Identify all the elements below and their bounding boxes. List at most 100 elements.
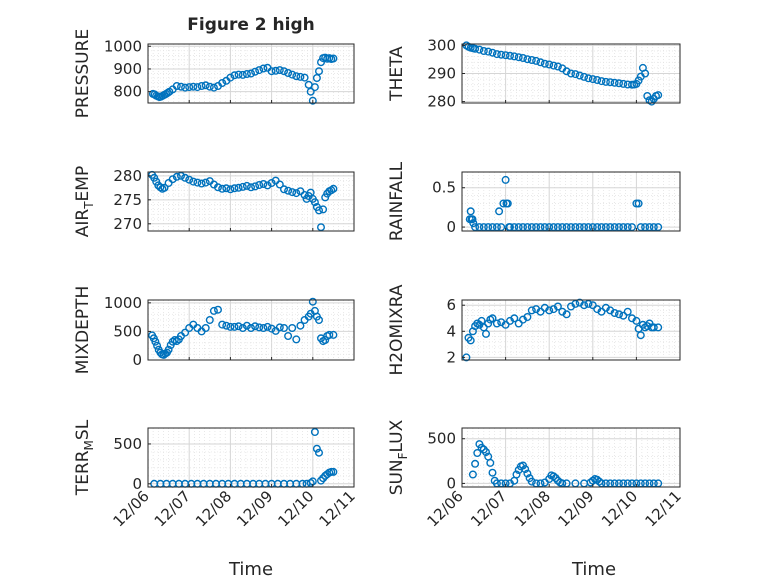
data-point: [284, 68, 293, 77]
y-tick-label: 1000: [104, 294, 142, 312]
y-axis-label: THETA: [387, 46, 407, 102]
data-point: [242, 321, 251, 330]
data-point: [523, 469, 532, 478]
data-point: [479, 47, 488, 56]
data-point: [226, 322, 235, 331]
data-point: [553, 223, 562, 232]
data-point: [308, 96, 317, 105]
y-tick-label: 1000: [104, 37, 142, 55]
data-point: [549, 472, 558, 481]
y-tick-label: 900: [113, 60, 142, 78]
data-point: [300, 73, 309, 82]
y-tick-label: 0.5: [432, 179, 456, 197]
data-point: [536, 307, 545, 316]
data-point: [315, 448, 324, 457]
data-point: [275, 180, 284, 189]
data-point: [466, 207, 475, 216]
data-point: [615, 223, 624, 232]
data-point: [312, 444, 321, 453]
data-point: [521, 465, 530, 474]
data-point: [580, 72, 589, 81]
data-point: [319, 474, 328, 483]
data-point: [255, 323, 264, 332]
data-point: [197, 81, 206, 90]
data-point: [201, 81, 210, 90]
data-point: [255, 66, 264, 75]
data-point: [185, 83, 194, 92]
figure-title: Figure 2 high: [187, 15, 315, 35]
data-point: [506, 223, 515, 232]
panel-rainfall: 0 0.5 RAINFALL: [387, 161, 681, 241]
y-tick-label: 300: [427, 36, 456, 54]
data-point: [238, 182, 247, 191]
data-point: [310, 198, 319, 207]
data-point: [271, 66, 280, 75]
data-point: [164, 345, 173, 354]
data-point: [242, 181, 251, 190]
data-point: [156, 183, 165, 192]
data-point: [263, 181, 272, 190]
data-point: [610, 309, 619, 318]
data-point: [218, 320, 227, 329]
data-point: [151, 337, 160, 346]
data-point: [492, 319, 501, 328]
data-point: [222, 321, 231, 330]
data-point: [181, 173, 190, 182]
panel-h2omixra: 2 4 6 H2OMIXRA: [387, 284, 681, 376]
data-point: [275, 66, 284, 75]
data-point: [549, 223, 558, 232]
data-point: [315, 316, 324, 325]
y-axis-label: TERRMSL: [73, 419, 96, 496]
data-point: [246, 69, 255, 78]
data-point: [251, 182, 260, 191]
data-point: [654, 223, 663, 232]
x-tick-label: 12/07: [151, 487, 194, 530]
data-point: [514, 223, 523, 232]
data-point: [501, 320, 510, 329]
data-point: [468, 470, 477, 479]
data-point: [280, 324, 289, 333]
panel-theta: 280 290 300 THETA: [387, 36, 681, 111]
data-point: [571, 223, 580, 232]
data-point: [267, 324, 276, 333]
data-point: [267, 67, 276, 76]
panel-mixdepth: 0 500 1000 MIXDEPTH: [73, 286, 355, 374]
data-point: [606, 223, 615, 232]
y-tick-label: 6: [446, 296, 456, 314]
data-point: [222, 184, 231, 193]
x-tick-label: 12/11: [642, 487, 685, 530]
x-tick-label: 12/09: [233, 487, 276, 530]
data-point: [317, 476, 326, 485]
data-point: [619, 79, 628, 88]
data-point: [482, 448, 491, 457]
y-tick-label: 280: [427, 93, 456, 111]
data-point: [329, 54, 338, 63]
data-point: [567, 69, 576, 78]
data-point: [238, 70, 247, 79]
data-point: [597, 77, 606, 86]
y-tick-label: 0: [446, 474, 456, 492]
x-tick-label: 12/10: [274, 487, 317, 530]
data-point: [636, 331, 645, 340]
data-point: [471, 459, 480, 468]
data-point: [486, 458, 495, 467]
data-point: [475, 223, 484, 232]
data-point: [292, 335, 301, 344]
data-point: [280, 67, 289, 76]
data-point: [259, 324, 268, 333]
data-point: [292, 72, 301, 81]
data-point: [488, 314, 497, 323]
data-point: [255, 180, 264, 189]
data-point: [601, 223, 610, 232]
data-point: [488, 48, 497, 57]
data-point: [484, 223, 493, 232]
panel-pressure: 800 900 1000 PRESSURE: [73, 29, 355, 118]
data-point: [218, 78, 227, 87]
data-point: [466, 336, 475, 345]
y-tick-label: 500: [113, 435, 142, 453]
data-point: [189, 82, 198, 91]
data-point: [540, 223, 549, 232]
data-point: [503, 199, 512, 208]
data-point: [284, 332, 293, 341]
axes-box: [147, 171, 355, 232]
